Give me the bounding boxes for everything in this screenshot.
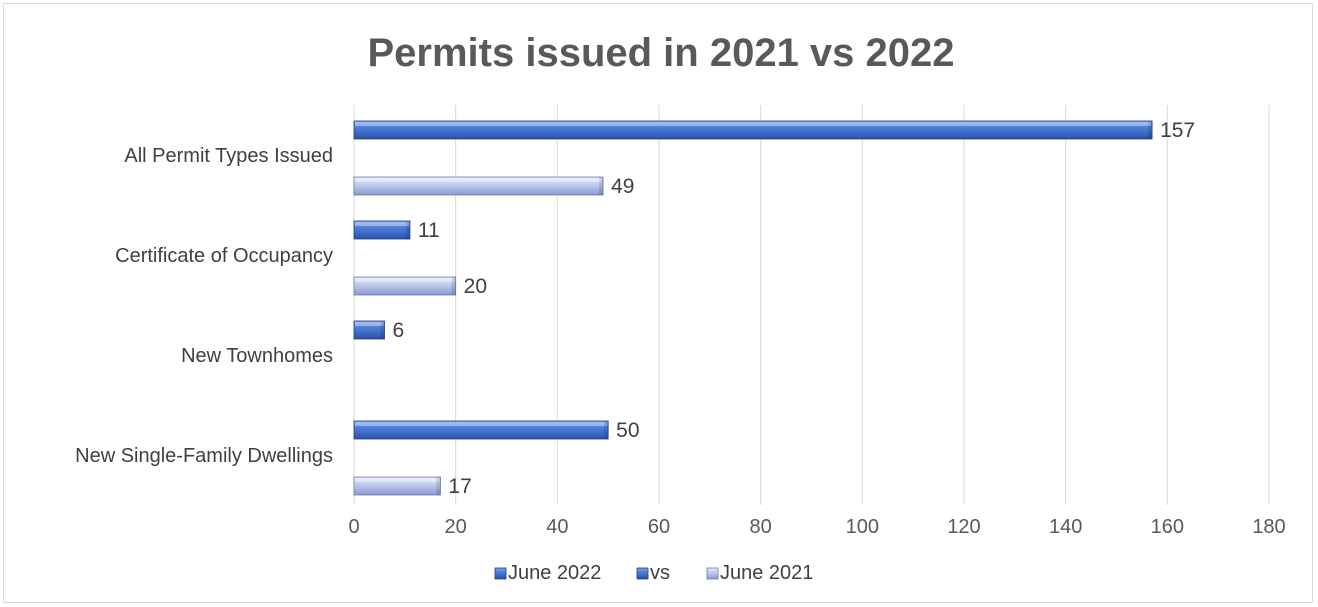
category-label: New Single-Family Dwellings bbox=[75, 445, 333, 467]
bar-june-2021 bbox=[353, 176, 604, 196]
legend-swatch bbox=[494, 567, 507, 580]
data-label: 49 bbox=[611, 175, 634, 198]
x-tick-label-120: 120 bbox=[947, 516, 980, 538]
x-tick-label-20: 20 bbox=[445, 516, 467, 538]
x-tick-label-60: 60 bbox=[648, 516, 670, 538]
legend-item: vs bbox=[636, 562, 670, 584]
bar-june-2021 bbox=[353, 276, 457, 296]
bar-june-2021 bbox=[353, 476, 441, 496]
x-tick-label-80: 80 bbox=[750, 516, 772, 538]
legend-swatch bbox=[636, 567, 649, 580]
legend-swatch bbox=[706, 567, 719, 580]
legend-label: June 2022 bbox=[508, 562, 601, 584]
bar-june-2022 bbox=[353, 420, 609, 440]
data-label: 50 bbox=[616, 419, 639, 442]
bar-june-2022 bbox=[353, 120, 1153, 140]
x-tick-label-0: 0 bbox=[348, 516, 359, 538]
bar-june-2022 bbox=[353, 220, 411, 240]
chart-title: Permits issued in 2021 vs 2022 bbox=[367, 31, 954, 75]
x-tick-label-140: 140 bbox=[1049, 516, 1082, 538]
legend-item: June 2021 bbox=[706, 562, 813, 584]
x-tick-label-100: 100 bbox=[846, 516, 879, 538]
data-label: 20 bbox=[464, 275, 487, 298]
bar-june-2022 bbox=[353, 320, 385, 340]
category-label: New Townhomes bbox=[181, 345, 333, 367]
legend-label: June 2021 bbox=[720, 562, 813, 584]
x-tick-label-180: 180 bbox=[1252, 516, 1285, 538]
data-label: 157 bbox=[1160, 119, 1195, 142]
chart-frame bbox=[3, 3, 1313, 603]
legend-item: June 2022 bbox=[494, 562, 601, 584]
x-tick-label-40: 40 bbox=[546, 516, 568, 538]
x-tick-label-160: 160 bbox=[1151, 516, 1184, 538]
data-label: 11 bbox=[418, 219, 440, 242]
data-label: 17 bbox=[448, 475, 471, 498]
data-label: 6 bbox=[393, 319, 405, 342]
category-label: Certificate of Occupancy bbox=[115, 245, 333, 267]
legend-label: vs bbox=[650, 562, 670, 584]
category-label: All Permit Types Issued bbox=[124, 145, 333, 167]
